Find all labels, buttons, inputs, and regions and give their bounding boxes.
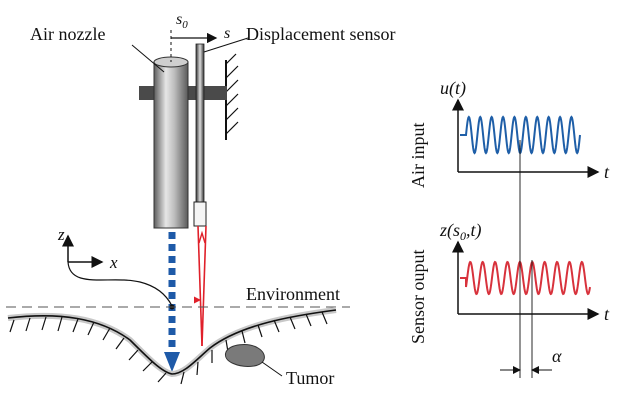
displacement-sensor — [193, 43, 207, 227]
tumor-label: Tumor — [286, 368, 334, 388]
top-plot-t-label: t — [604, 162, 610, 182]
air-nozzle-label: Air nozzle — [30, 24, 105, 44]
bottom-plot-t-label: t — [604, 304, 610, 324]
axis-x-label: x — [109, 253, 118, 272]
top-plot-side-label: Air input — [408, 123, 428, 189]
axis-z-label: z — [57, 225, 65, 244]
s-axis — [170, 30, 218, 62]
bottom-plot-axes — [452, 240, 600, 320]
tissue-surface — [7, 307, 337, 385]
air-jet — [164, 232, 180, 372]
tumor-shape — [224, 344, 265, 367]
laser-beam — [197, 225, 207, 347]
top-plot-wave — [460, 115, 581, 155]
air-nozzle-leader — [131, 44, 165, 73]
top-plot-axes — [452, 98, 600, 178]
environment-label: Environment — [246, 284, 340, 304]
coordinate-frame — [62, 234, 175, 310]
top-plot-ylabel: u(t) — [440, 78, 466, 99]
bottom-plot-side-label: Sensor ouput — [408, 250, 428, 345]
wall-support — [225, 53, 239, 140]
phase-alpha-label: α — [552, 346, 562, 366]
s0-label: s0 — [176, 11, 188, 31]
bottom-plot-ylabel: z(s0,t) — [439, 220, 482, 243]
air-nozzle — [153, 56, 189, 229]
tumor-leader — [261, 361, 283, 377]
s-label: s — [224, 25, 230, 42]
displacement-sensor-leader — [203, 37, 249, 53]
phase-markers — [500, 140, 552, 378]
bottom-plot-wave — [460, 260, 591, 296]
displacement-sensor-label: Displacement sensor — [246, 24, 395, 44]
